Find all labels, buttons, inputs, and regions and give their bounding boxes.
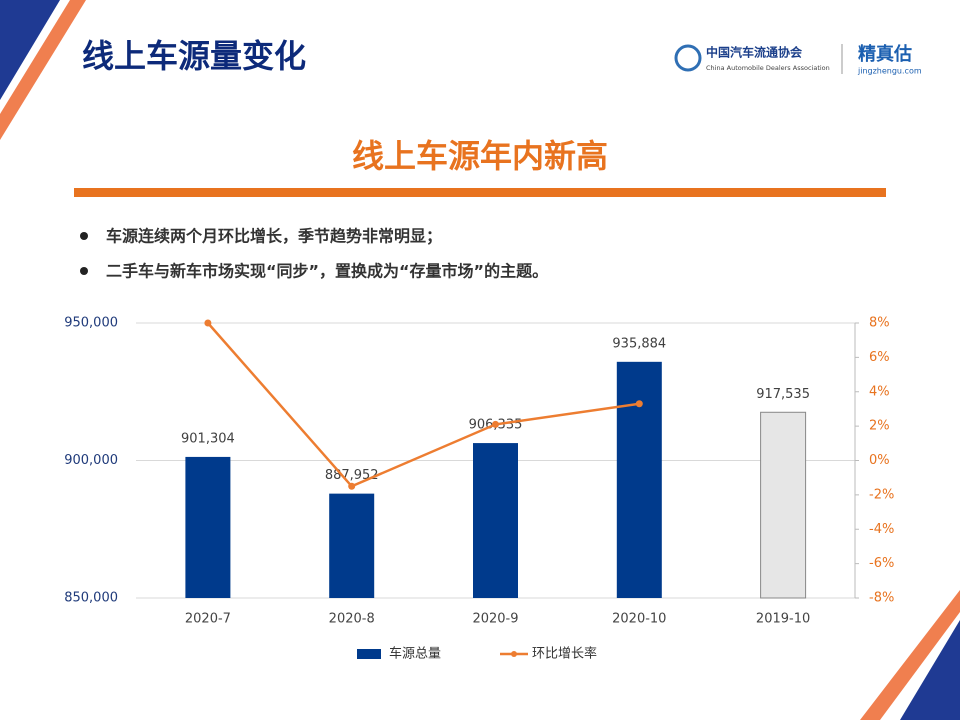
point bbox=[348, 482, 356, 490]
logo-en: China Automobile Dealers Association bbox=[706, 64, 830, 72]
y2-tick-label: -4% bbox=[869, 522, 894, 537]
corner-stripe bbox=[900, 620, 960, 720]
y2-tick-label: -6% bbox=[869, 556, 894, 571]
legend-label: 车源总量 bbox=[389, 646, 441, 662]
x-tick-label: 2020-9 bbox=[472, 612, 518, 627]
chart: 850,000 900,000 950,000 -8% -6% -4% -2% 0% 2% 4% 6… bbox=[64, 316, 894, 662]
subtitle: 线上车源年内新高 bbox=[352, 137, 608, 175]
page-title: 线上车源量变化 bbox=[82, 37, 306, 75]
data-label: 901,304 bbox=[181, 431, 235, 446]
y2-tick-label: 4% bbox=[869, 384, 890, 399]
rule bbox=[74, 188, 886, 197]
logo-cn: 中国汽车流通协会 bbox=[706, 45, 803, 60]
corner-stripe bbox=[0, 0, 60, 100]
y2-tick-label: -8% bbox=[869, 591, 894, 606]
y-tick-label: 950,000 bbox=[64, 316, 118, 331]
y2-tick-label: 6% bbox=[869, 350, 890, 365]
bullet-dot bbox=[80, 267, 88, 275]
corner-stripe bbox=[0, 0, 86, 140]
bar bbox=[473, 443, 518, 598]
x-tick-label: 2019-10 bbox=[756, 612, 810, 627]
line bbox=[206, 322, 640, 488]
x-tick-label: 2020-8 bbox=[329, 612, 375, 627]
y-tick-label: 850,000 bbox=[64, 591, 118, 606]
y2-tick-label: -2% bbox=[869, 487, 894, 502]
y-tick-label: 900,000 bbox=[64, 453, 118, 468]
legend-label: 环比增长率 bbox=[532, 646, 597, 662]
y2-tick-label: 8% bbox=[869, 316, 890, 331]
point bbox=[204, 319, 212, 327]
logo-icon bbox=[674, 44, 702, 72]
data-label: 935,884 bbox=[612, 336, 666, 351]
y2-tick-label: 2% bbox=[869, 419, 890, 434]
bar bbox=[760, 411, 807, 599]
legend-swatch bbox=[357, 649, 381, 659]
bar bbox=[616, 361, 662, 598]
x-tick-label: 2020-10 bbox=[612, 612, 666, 627]
brand: 精真估 bbox=[858, 43, 912, 65]
bullet-dot bbox=[80, 232, 88, 240]
legend-swatch bbox=[511, 651, 517, 657]
point bbox=[492, 420, 499, 428]
corner-stripe bbox=[860, 590, 960, 720]
y2-tick-label: 0% bbox=[869, 453, 890, 468]
x-tick-label: 2020-7 bbox=[185, 612, 231, 627]
bar bbox=[329, 493, 375, 598]
brand-url: jingzhengu.com bbox=[857, 67, 922, 76]
data-label: 917,535 bbox=[756, 387, 810, 402]
point bbox=[635, 400, 643, 408]
data-label: 887,952 bbox=[325, 468, 379, 483]
bullet: 车源连续两个月环比增长，季节趋势非常明显； bbox=[106, 227, 442, 246]
bar bbox=[185, 456, 231, 598]
bullet: 二手车与新车市场实现“同步”，置换成为“存量市场”的主题。 bbox=[106, 262, 548, 281]
